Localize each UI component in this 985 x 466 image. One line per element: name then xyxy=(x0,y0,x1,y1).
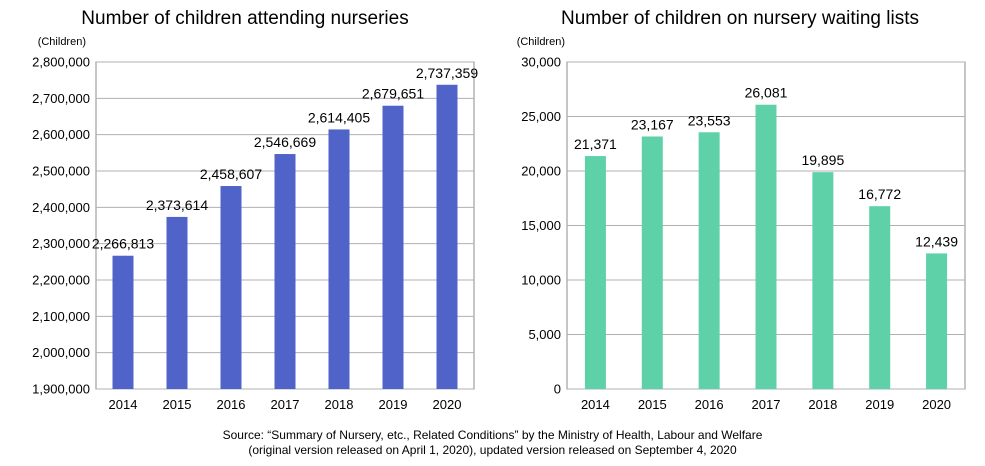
bar-2020 xyxy=(926,253,948,389)
x-tick-label-2018: 2018 xyxy=(808,397,837,412)
x-tick-label-2020: 2020 xyxy=(433,397,462,412)
data-label-2016: 23,553 xyxy=(688,112,731,128)
data-label-2020: 12,439 xyxy=(915,233,958,249)
waiting-list-chart: Number of children on nursery waiting li… xyxy=(495,0,985,430)
waiting-list-plot: (Children) 0 5,000 10,000 15,000 20,000 25,000… xyxy=(517,36,966,412)
data-label-2015: 2,373,614 xyxy=(146,197,208,213)
x-tick-label-2017: 2017 xyxy=(271,397,300,412)
y-tick-label: 5,000 xyxy=(528,327,561,342)
nursery-attendance-chart: Number of children attending nurseries (… xyxy=(0,0,490,430)
source-line-2: (original version released on April 1, 2… xyxy=(248,443,737,457)
x-tick-label-2014: 2014 xyxy=(581,397,610,412)
data-label-2017: 2,546,669 xyxy=(254,134,316,150)
bar-2014 xyxy=(584,156,606,389)
bar-2017 xyxy=(274,154,296,389)
bar-2016 xyxy=(698,132,720,390)
y-tick-label: 1,900,000 xyxy=(32,382,90,397)
chart-title: Number of children on nursery waiting li… xyxy=(561,8,919,29)
bar-2018 xyxy=(812,172,834,389)
y-tick-label: 25,000 xyxy=(521,109,561,124)
y-tick-label: 0 xyxy=(554,382,561,397)
y-tick-label: 15,000 xyxy=(521,218,561,233)
y-tick-label: 20,000 xyxy=(521,164,561,179)
y-tick-label: 2,400,000 xyxy=(32,200,90,215)
x-tick-label-2020: 2020 xyxy=(922,397,951,412)
y-tick-label: 2,600,000 xyxy=(32,127,90,142)
bar-2016 xyxy=(220,186,242,389)
data-label-2014: 2,266,813 xyxy=(92,236,154,252)
x-tick-label-2017: 2017 xyxy=(752,397,781,412)
data-label-2018: 19,895 xyxy=(801,152,844,168)
bar-2015 xyxy=(166,216,188,389)
source-line-1: Source: “Summary of Nursery, etc., Relat… xyxy=(222,428,763,442)
y-tick-label: 2,300,000 xyxy=(32,236,90,251)
chart-title: Number of children attending nurseries xyxy=(81,8,409,29)
bar-2014 xyxy=(112,255,134,389)
data-label-2020: 2,737,359 xyxy=(416,65,478,81)
x-tick-label-2015: 2015 xyxy=(638,397,667,412)
data-label-2017: 26,081 xyxy=(745,85,788,101)
y-tick-label: 2,700,000 xyxy=(32,91,90,106)
y-tick-label: 2,500,000 xyxy=(32,164,90,179)
y-tick-label: 30,000 xyxy=(521,55,561,70)
x-tick-label-2015: 2015 xyxy=(163,397,192,412)
bar-2018 xyxy=(328,129,350,389)
y-unit-label: (Children) xyxy=(517,36,565,48)
data-label-2016: 2,458,607 xyxy=(200,166,262,182)
y-tick-label: 2,200,000 xyxy=(32,273,90,288)
x-tick-label-2016: 2016 xyxy=(217,397,246,412)
bar-2015 xyxy=(641,136,663,389)
y-unit-label: (Children) xyxy=(38,36,86,48)
x-tick-label-2014: 2014 xyxy=(109,397,138,412)
data-label-2019: 16,772 xyxy=(858,186,901,202)
y-tick-label: 2,100,000 xyxy=(32,309,90,324)
x-tick-label-2016: 2016 xyxy=(695,397,724,412)
x-tick-label-2018: 2018 xyxy=(325,397,354,412)
source-note: Source: “Summary of Nursery, etc., Relat… xyxy=(0,428,985,458)
data-label-2018: 2,614,405 xyxy=(308,109,370,125)
y-tick-label: 2,800,000 xyxy=(32,55,90,70)
data-label-2014: 21,371 xyxy=(574,136,617,152)
bar-2017 xyxy=(755,104,777,389)
x-tick-label-2019: 2019 xyxy=(379,397,408,412)
bar-2019 xyxy=(382,105,404,389)
data-label-2015: 23,167 xyxy=(631,116,674,132)
y-tick-label: 10,000 xyxy=(521,273,561,288)
attendance-plot: (Children) 1,900,000 2,000,000 2,100,000 2,2… xyxy=(32,36,478,412)
bar-2019 xyxy=(869,206,891,389)
x-tick-label-2019: 2019 xyxy=(865,397,894,412)
data-label-2019: 2,679,651 xyxy=(362,86,424,102)
bar-2020 xyxy=(436,84,458,390)
y-tick-label: 2,000,000 xyxy=(32,345,90,360)
